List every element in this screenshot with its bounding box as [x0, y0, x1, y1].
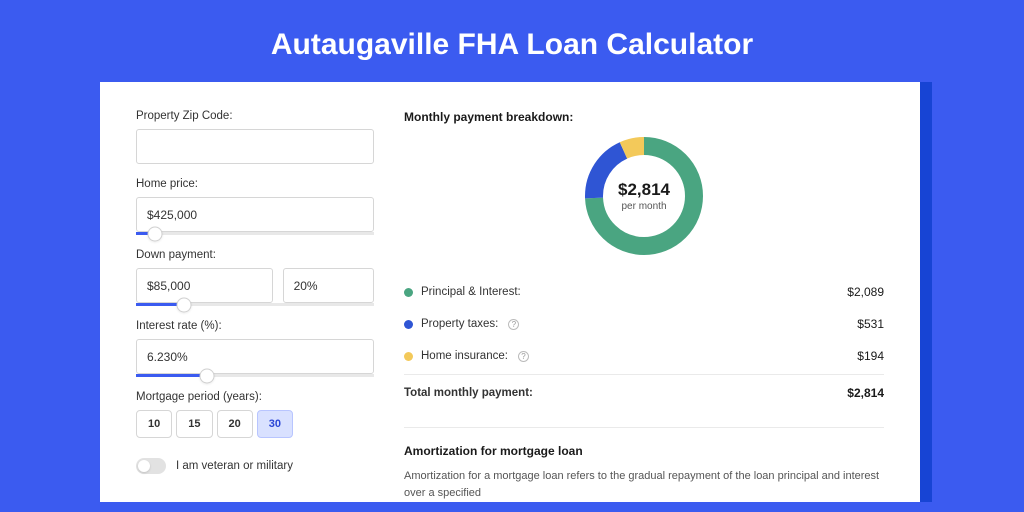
mortgage-period-option[interactable]: 30 — [257, 410, 293, 438]
mortgage-period-option[interactable]: 15 — [176, 410, 212, 438]
veteran-toggle[interactable] — [136, 458, 166, 474]
slider-thumb[interactable] — [176, 297, 191, 312]
interest-rate-label: Interest rate (%): — [136, 320, 374, 332]
amortization-text: Amortization for a mortgage loan refers … — [404, 468, 884, 501]
legend-list: Principal & Interest: $2,089 Property taxe… — [404, 276, 884, 372]
legend-row: Property taxes:? $531 — [404, 308, 884, 340]
legend-dot-icon — [404, 288, 413, 297]
mortgage-period-option[interactable]: 10 — [136, 410, 172, 438]
card-shadow: Property Zip Code: Home price: Down paym… — [100, 82, 932, 502]
breakdown-title: Monthly payment breakdown: — [404, 110, 884, 124]
mortgage-period-option[interactable]: 20 — [217, 410, 253, 438]
legend-value: $194 — [857, 349, 884, 363]
mortgage-period-group: 10152030 — [136, 410, 374, 438]
home-price-input[interactable] — [136, 197, 374, 232]
zip-label: Property Zip Code: — [136, 110, 374, 122]
interest-rate-slider[interactable] — [136, 374, 374, 377]
legend-row: Principal & Interest: $2,089 — [404, 276, 884, 308]
calculator-card: Property Zip Code: Home price: Down paym… — [100, 82, 920, 502]
down-payment-amount-input[interactable] — [136, 268, 273, 303]
mortgage-period-label: Mortgage period (years): — [136, 391, 374, 403]
down-payment-slider[interactable] — [136, 303, 374, 306]
legend-dot-icon — [404, 352, 413, 361]
donut-chart: $2,814 per month — [404, 128, 884, 276]
page-title: Autaugaville FHA Loan Calculator — [0, 0, 1024, 82]
veteran-toggle-label: I am veteran or military — [176, 460, 293, 472]
donut-center-sub: per month — [621, 201, 666, 212]
home-price-label: Home price: — [136, 178, 374, 190]
down-payment-label: Down payment: — [136, 249, 374, 261]
legend-dot-icon — [404, 320, 413, 329]
legend-total-label: Total monthly payment: — [404, 387, 533, 399]
legend-total-row: Total monthly payment: $2,814 — [404, 374, 884, 409]
amortization-title: Amortization for mortgage loan — [404, 444, 884, 458]
legend-value: $531 — [857, 317, 884, 331]
down-payment-percent-input[interactable] — [283, 268, 374, 303]
legend-label: Principal & Interest: — [421, 286, 521, 298]
zip-input[interactable] — [136, 129, 374, 164]
legend-value: $2,089 — [847, 285, 884, 299]
legend-label: Home insurance: — [421, 350, 508, 362]
info-icon[interactable]: ? — [508, 319, 519, 330]
legend-total-value: $2,814 — [847, 386, 884, 400]
home-price-slider[interactable] — [136, 232, 374, 235]
interest-rate-input[interactable] — [136, 339, 374, 374]
donut-center-value: $2,814 — [618, 180, 670, 200]
form-column: Property Zip Code: Home price: Down paym… — [136, 110, 374, 482]
legend-row: Home insurance:? $194 — [404, 340, 884, 372]
info-icon[interactable]: ? — [518, 351, 529, 362]
slider-thumb[interactable] — [148, 226, 163, 241]
slider-thumb[interactable] — [200, 368, 215, 383]
breakdown-column: Monthly payment breakdown: $2,814 per mo… — [404, 110, 884, 482]
amortization-section: Amortization for mortgage loan Amortizat… — [404, 427, 884, 501]
legend-label: Property taxes: — [421, 318, 498, 330]
